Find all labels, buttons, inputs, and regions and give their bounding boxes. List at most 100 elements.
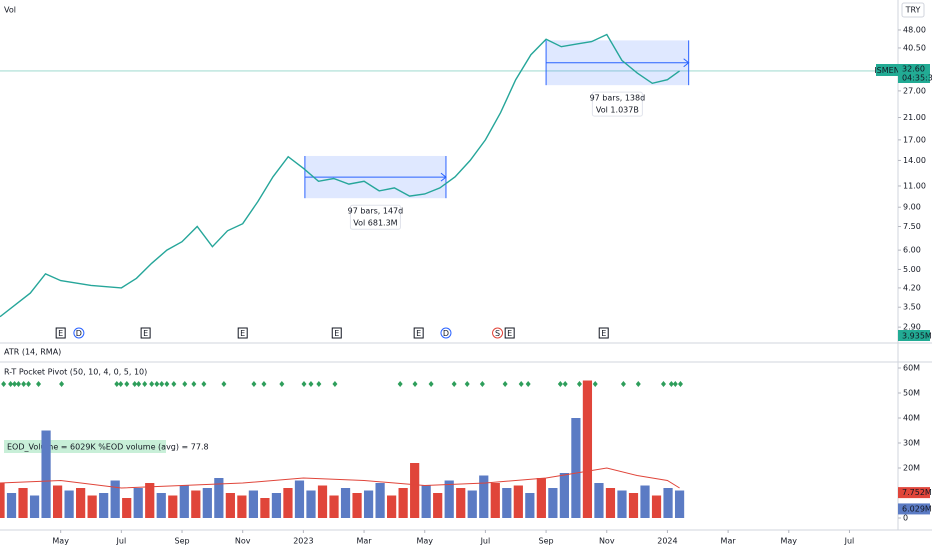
pivot-marker — [397, 381, 403, 387]
pivot-marker — [114, 381, 120, 387]
pivot-marker — [142, 381, 148, 387]
volume-bar — [340, 488, 351, 518]
pivot-marker — [672, 381, 678, 387]
pivot-marker — [182, 381, 188, 387]
measure-label-box — [591, 91, 643, 117]
measure-arrowhead — [440, 172, 447, 182]
pivot-marker — [660, 381, 666, 387]
volume-bar — [479, 475, 489, 518]
volume-bar — [41, 430, 51, 518]
volume-bar — [582, 380, 593, 518]
volume-tick-label: 40M — [903, 414, 920, 423]
event-marker — [413, 327, 424, 339]
pivot-marker — [576, 381, 582, 387]
price-tick-label: 48.00 — [903, 25, 926, 34]
time-tick-label: Jul — [480, 537, 491, 546]
time-tick-label: May — [52, 537, 69, 546]
pivot-marker — [149, 381, 155, 387]
pivot-marker — [124, 381, 130, 387]
price-tick-label: 40.50 — [903, 43, 926, 52]
pivot-marker — [635, 381, 641, 387]
price-tick-label: 27.00 — [903, 86, 926, 95]
volume-bar — [433, 493, 443, 518]
last-price: 32.60 — [902, 65, 925, 74]
volume-bar — [548, 488, 558, 518]
volume-bar — [145, 483, 155, 518]
pivot-marker — [171, 381, 177, 387]
pivot-marker — [154, 381, 160, 387]
pivot-info: EOD_Volume = 6029K %EOD volume (avg) = 7… — [7, 443, 209, 452]
price-tick-label: 17.00 — [903, 135, 926, 144]
volume-bar — [237, 495, 247, 518]
volume-bar — [179, 485, 189, 518]
time-tick-label: 2024 — [657, 537, 677, 546]
pivot-marker — [677, 381, 683, 387]
event-label: E — [334, 329, 339, 338]
pivot-marker — [479, 381, 485, 387]
pivot-marker — [201, 381, 207, 387]
volume-bar — [0, 483, 5, 518]
symbol-tag — [876, 64, 898, 76]
event-marker — [331, 327, 342, 339]
pivot-marker — [332, 381, 338, 387]
time-tick-label: Sep — [174, 537, 189, 546]
pivot-marker — [301, 381, 307, 387]
event-label: E — [416, 329, 421, 338]
pivot-marker — [525, 381, 531, 387]
pivot-marker — [518, 381, 524, 387]
volume-bar — [329, 495, 339, 518]
time-tick-label: 2023 — [293, 537, 313, 546]
volume-bar — [502, 488, 512, 518]
volume-bar — [640, 485, 650, 518]
volume-tick-label: 20M — [903, 464, 920, 473]
volume-bar — [168, 495, 178, 518]
measure-volume: Vol 681.3M — [353, 219, 397, 228]
volume-bar — [99, 493, 109, 518]
price-tick-label: 11.00 — [903, 181, 926, 190]
pivot-marker — [59, 381, 65, 387]
volume-bar — [29, 495, 40, 518]
volume-bar — [663, 488, 673, 518]
atr-title: ATR (14, RMA) — [4, 348, 61, 357]
volume-bar — [410, 463, 420, 518]
event-marker — [492, 327, 504, 339]
pivot-marker — [36, 381, 42, 387]
volume-bar — [456, 488, 466, 518]
pivot-marker — [451, 381, 457, 387]
pivot-marker — [12, 381, 18, 387]
pivot-marker — [132, 381, 138, 387]
volume-bar — [513, 485, 523, 518]
price-tick-label: 21.00 — [903, 113, 926, 122]
currency-box[interactable] — [901, 2, 925, 18]
volume-bar — [64, 490, 74, 518]
event-label: E — [143, 329, 148, 338]
pivot-marker — [118, 381, 124, 387]
pivot-marker — [251, 381, 257, 387]
pivot-title: R-T Pocket Pivot (50, 10, 4, 0, 5, 10) — [4, 368, 147, 377]
volume-tick-label: 30M — [903, 439, 920, 448]
time-tick-label: Mar — [357, 537, 373, 546]
price-tick-label: 4.20 — [903, 283, 921, 292]
volume-bar — [605, 488, 616, 518]
pivot-marker — [26, 381, 32, 387]
volume-bar — [248, 490, 259, 518]
volume-tick-label: 50M — [903, 389, 920, 398]
volume-bar — [76, 488, 86, 518]
volume-bar — [525, 493, 535, 518]
event-marker — [55, 327, 66, 339]
volume-bar — [594, 483, 604, 518]
volume-bar — [87, 495, 97, 518]
event-label: E — [601, 329, 606, 338]
pivot-marker — [557, 381, 563, 387]
volume-value-label: 6.029M — [902, 504, 932, 513]
volume-bar — [133, 488, 143, 518]
volume-bar — [628, 493, 639, 518]
volume-bar — [387, 495, 397, 518]
volume-bar — [559, 473, 569, 518]
volume-bar — [156, 493, 166, 518]
volume-bar — [191, 490, 201, 518]
volume-bar — [122, 498, 132, 518]
volume-bar — [490, 483, 500, 518]
pivot-marker — [668, 381, 674, 387]
